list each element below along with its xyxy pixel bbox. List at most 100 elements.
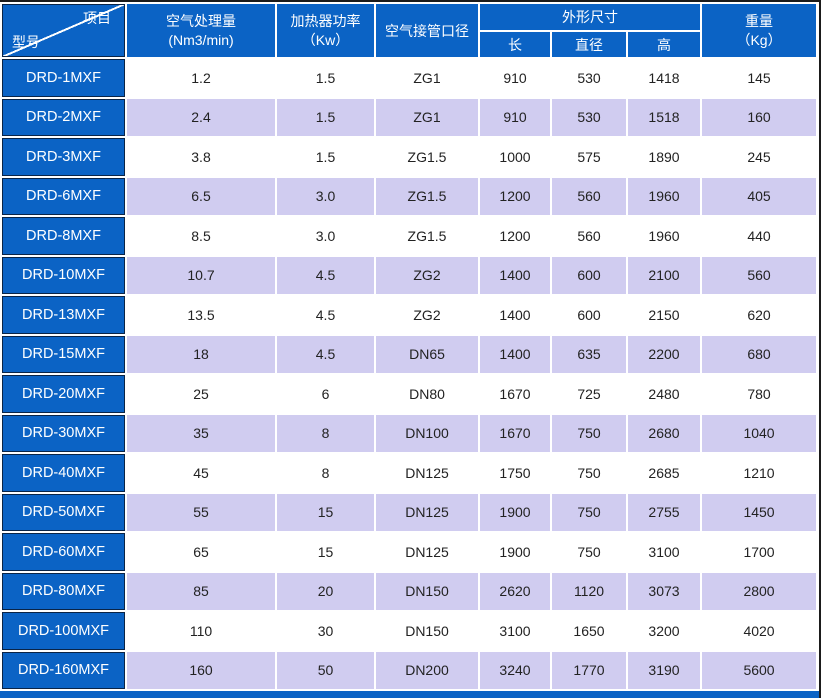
col-header-length: 长 xyxy=(478,30,552,59)
model-cell: DRD-13MXF xyxy=(0,294,127,336)
corner-label-model: 型号 xyxy=(12,34,40,50)
cell-weight: 1040 xyxy=(700,412,819,454)
cell-heater_power: 4.5 xyxy=(275,294,376,336)
cell-heater_power: 6 xyxy=(275,373,376,415)
model-cell: DRD-160MXF xyxy=(0,649,127,691)
table-row: DRD-30MXF 35 8 DN100 1670 750 2680 1040 xyxy=(0,412,819,454)
cell-weight: 4020 xyxy=(700,610,819,652)
cell-heater_power: 1.5 xyxy=(275,136,376,178)
cell-weight: 145 xyxy=(700,57,819,99)
cell-height: 3190 xyxy=(625,649,703,691)
cell-heater_power: 20 xyxy=(275,570,376,612)
cell-weight: 1210 xyxy=(700,452,819,494)
air-flow-title: 空气处理量 xyxy=(166,12,236,29)
cell-length: 1000 xyxy=(478,136,552,178)
table-row: DRD-100MXF 110 30 DN150 3100 1650 3200 4020 xyxy=(0,610,819,652)
table-row: DRD-2MXF 2.4 1.5 ZG1 910 530 1518 160 xyxy=(0,96,819,138)
cell-heater_power: 4.5 xyxy=(275,333,376,375)
cell-pipe: ZG2 xyxy=(374,254,480,296)
table-bottom-bar xyxy=(0,691,819,698)
cell-height: 2680 xyxy=(625,412,703,454)
cell-weight: 1450 xyxy=(700,491,819,533)
col-header-height: 高 xyxy=(625,30,703,59)
cell-diameter: 750 xyxy=(550,531,628,573)
cell-pipe: ZG1.5 xyxy=(374,136,480,178)
weight-title: 重量 xyxy=(745,12,774,29)
cell-length: 1400 xyxy=(478,254,552,296)
cell-air_flow: 25 xyxy=(125,373,277,415)
cell-air_flow: 85 xyxy=(125,570,277,612)
cell-length: 1200 xyxy=(478,215,552,257)
cell-height: 2200 xyxy=(625,333,703,375)
cell-heater_power: 15 xyxy=(275,531,376,573)
table-row: DRD-50MXF 55 15 DN125 1900 750 2755 1450 xyxy=(0,491,819,533)
cell-heater_power: 1.5 xyxy=(275,96,376,138)
cell-height: 1960 xyxy=(625,215,703,257)
model-cell: DRD-2MXF xyxy=(0,96,127,138)
cell-diameter: 1120 xyxy=(550,570,628,612)
cell-diameter: 575 xyxy=(550,136,628,178)
spec-table: 项目 型号 空气处理量 (Nm3/min) 加热器功率 （Kw） 空气接管口径 … xyxy=(0,2,819,691)
cell-heater_power: 8 xyxy=(275,452,376,494)
cell-weight: 1700 xyxy=(700,531,819,573)
cell-height: 2150 xyxy=(625,294,703,336)
table-body: DRD-1MXF 1.2 1.5 ZG1 910 530 1418 145 DRD-2MXF 2.… xyxy=(0,57,819,691)
cell-length: 910 xyxy=(478,96,552,138)
cell-pipe: DN125 xyxy=(374,531,480,573)
cell-air_flow: 18 xyxy=(125,333,277,375)
cell-diameter: 600 xyxy=(550,254,628,296)
cell-height: 2685 xyxy=(625,452,703,494)
col-header-dimensions: 外形尺寸 xyxy=(477,2,703,32)
heater-power-unit: （Kw） xyxy=(301,31,350,48)
cell-weight: 5600 xyxy=(700,649,819,691)
cell-diameter: 1770 xyxy=(550,649,628,691)
cell-weight: 560 xyxy=(700,254,819,296)
cell-diameter: 1650 xyxy=(550,610,628,652)
model-cell: DRD-8MXF xyxy=(0,215,127,257)
cell-air_flow: 110 xyxy=(125,610,277,652)
table-top-frame-line xyxy=(0,0,821,2)
cell-diameter: 635 xyxy=(550,333,628,375)
cell-air_flow: 55 xyxy=(125,491,277,533)
cell-pipe: ZG1 xyxy=(374,57,480,99)
table-row: DRD-10MXF 10.7 4.5 ZG2 1400 600 2100 560 xyxy=(0,254,819,296)
cell-height: 3200 xyxy=(625,610,703,652)
cell-height: 2755 xyxy=(625,491,703,533)
cell-height: 2100 xyxy=(625,254,703,296)
cell-pipe: ZG1 xyxy=(374,96,480,138)
table-row: DRD-40MXF 45 8 DN125 1750 750 2685 1210 xyxy=(0,452,819,494)
model-cell: DRD-50MXF xyxy=(0,491,127,533)
cell-diameter: 530 xyxy=(550,96,628,138)
cell-pipe: DN150 xyxy=(374,610,480,652)
cell-height: 1960 xyxy=(625,175,703,217)
cell-diameter: 560 xyxy=(550,175,628,217)
table-right-frame-line xyxy=(819,0,821,698)
col-header-pipe-diameter: 空气接管口径 xyxy=(374,2,480,59)
cell-length: 1200 xyxy=(478,175,552,217)
cell-length: 1900 xyxy=(478,491,552,533)
cell-air_flow: 13.5 xyxy=(125,294,277,336)
cell-pipe: DN125 xyxy=(374,491,480,533)
cell-air_flow: 1.2 xyxy=(125,57,277,99)
cell-air_flow: 65 xyxy=(125,531,277,573)
col-header-heater-power: 加热器功率 （Kw） xyxy=(275,2,376,59)
cell-diameter: 750 xyxy=(550,412,628,454)
cell-weight: 780 xyxy=(700,373,819,415)
cell-height: 2480 xyxy=(625,373,703,415)
cell-length: 3100 xyxy=(478,610,552,652)
table-row: DRD-6MXF 6.5 3.0 ZG1.5 1200 560 1960 405 xyxy=(0,175,819,217)
cell-height: 3100 xyxy=(625,531,703,573)
cell-length: 2620 xyxy=(478,570,552,612)
cell-heater_power: 3.0 xyxy=(275,215,376,257)
table-row: DRD-20MXF 25 6 DN80 1670 725 2480 780 xyxy=(0,373,819,415)
table-row: DRD-60MXF 65 15 DN125 1900 750 3100 1700 xyxy=(0,531,819,573)
cell-diameter: 725 xyxy=(550,373,628,415)
cell-weight: 440 xyxy=(700,215,819,257)
table-row: DRD-80MXF 85 20 DN150 2620 1120 3073 2800 xyxy=(0,570,819,612)
cell-length: 3240 xyxy=(478,649,552,691)
model-cell: DRD-10MXF xyxy=(0,254,127,296)
cell-weight: 2800 xyxy=(700,570,819,612)
cell-air_flow: 160 xyxy=(125,649,277,691)
cell-air_flow: 45 xyxy=(125,452,277,494)
cell-air_flow: 35 xyxy=(125,412,277,454)
